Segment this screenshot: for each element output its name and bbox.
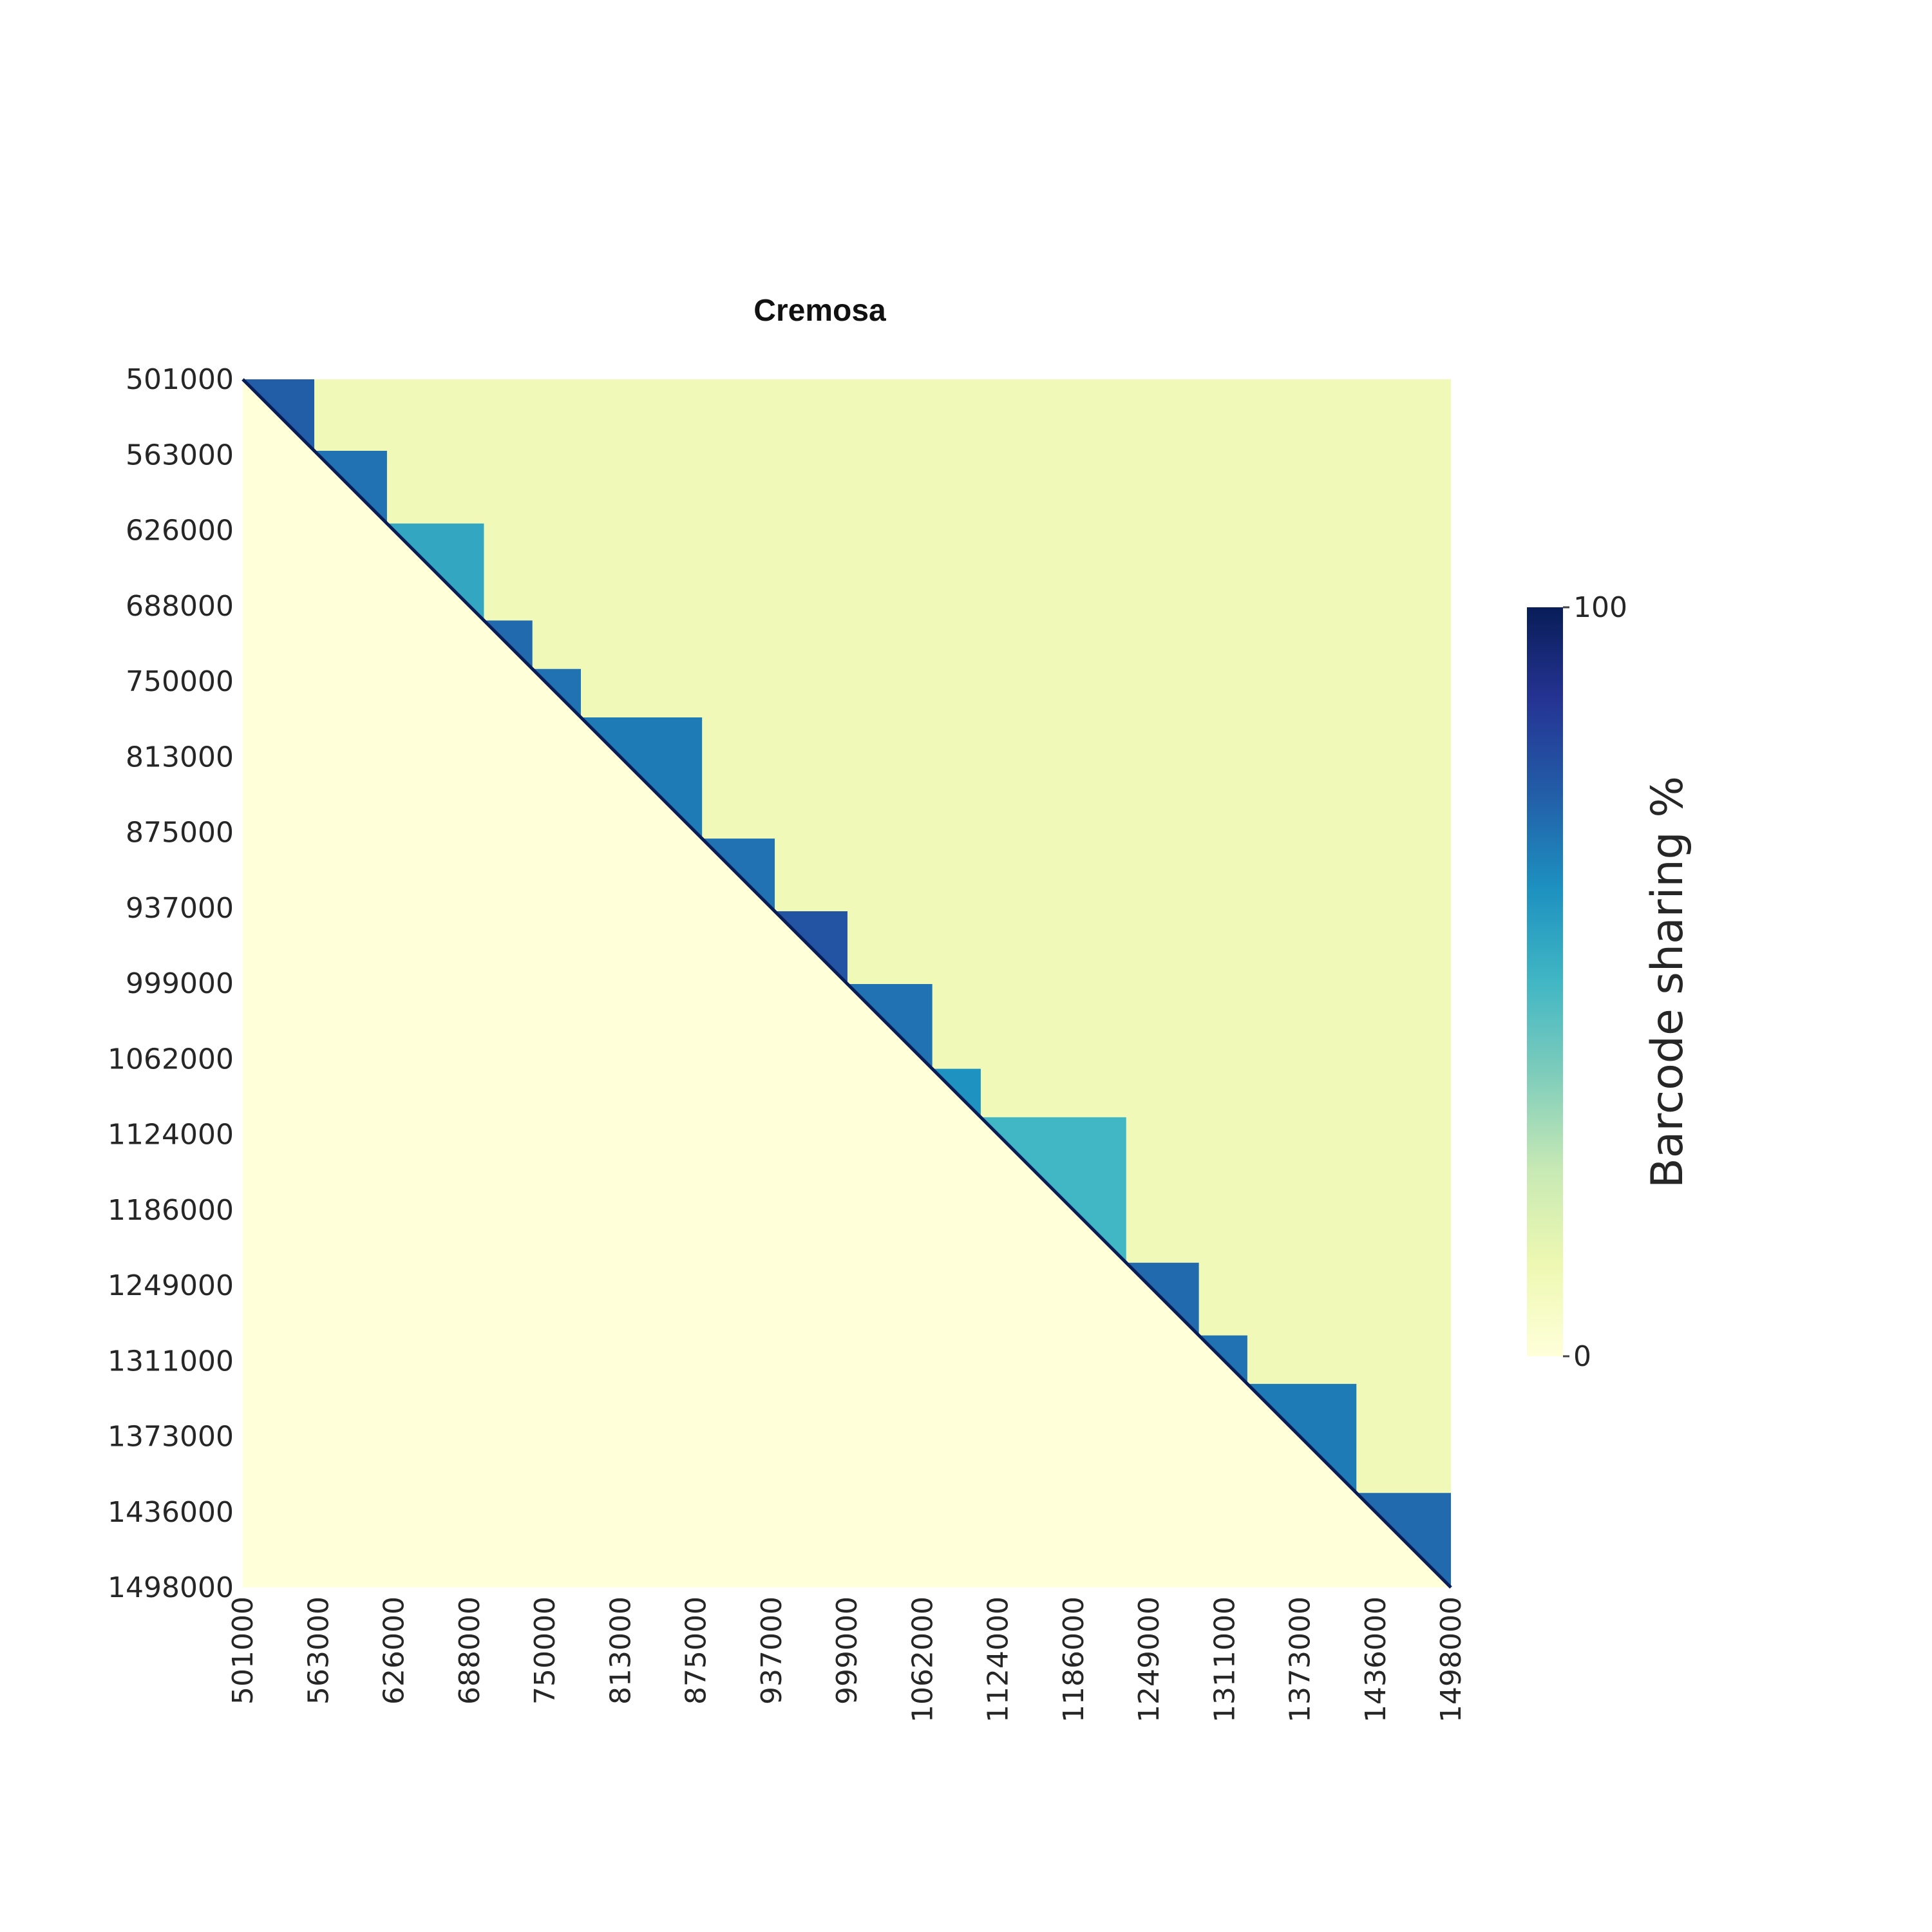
x-tick-label: 501000 (227, 1596, 260, 1705)
x-tick-label: 1062000 (906, 1596, 939, 1723)
diagonal-line (242, 378, 1452, 1589)
heatmap-plot-area (242, 378, 1452, 1589)
x-tick-label: 999000 (831, 1596, 864, 1705)
y-tick-label: 1436000 (108, 1496, 234, 1529)
x-tick-label: 750000 (529, 1596, 562, 1705)
x-axis-tick-labels: 501000 563000 626000 688000 750000 813000 8750… (227, 1596, 1468, 1723)
x-tick-label: 937000 (755, 1596, 788, 1705)
y-tick-label: 1124000 (108, 1119, 234, 1151)
y-tick-label: 626000 (126, 515, 234, 547)
y-tick-label: 813000 (126, 741, 234, 773)
x-tick-label: 1311000 (1208, 1596, 1241, 1723)
y-tick-label: 1498000 (108, 1571, 234, 1604)
x-tick-label: 563000 (302, 1596, 335, 1705)
x-tick-label: 626000 (378, 1596, 411, 1705)
x-tick-label: 1373000 (1284, 1596, 1317, 1723)
y-tick-label: 1373000 (108, 1421, 234, 1454)
x-tick-label: 813000 (604, 1596, 637, 1705)
y-tick-label: 688000 (126, 590, 234, 623)
colorbar: 100 0 Barcode sharing % (1527, 591, 1693, 1373)
colorbar-gradient (1527, 607, 1563, 1356)
y-tick-label: 1062000 (108, 1043, 234, 1075)
y-tick-label: 501000 (126, 363, 234, 396)
x-tick-label: 1436000 (1359, 1596, 1392, 1723)
y-tick-label: 1186000 (108, 1194, 234, 1227)
x-tick-label: 1124000 (982, 1596, 1015, 1723)
x-tick-label: 1498000 (1435, 1596, 1468, 1723)
y-tick-label: 999000 (126, 967, 234, 1000)
y-tick-label: 875000 (126, 817, 234, 849)
x-tick-label: 688000 (453, 1596, 486, 1705)
colorbar-label: Barcode sharing % (1642, 776, 1693, 1188)
y-axis-tick-labels: 501000 563000 626000 688000 750000 813000 8750… (108, 363, 234, 1604)
chart-title: Cremosa (753, 294, 886, 328)
colorbar-tick-label-min: 0 (1573, 1340, 1591, 1373)
y-tick-label: 937000 (126, 892, 234, 925)
y-tick-label: 750000 (126, 665, 234, 698)
colorbar-tick-label-max: 100 (1573, 591, 1627, 624)
x-tick-label: 875000 (680, 1596, 713, 1705)
y-tick-label: 563000 (126, 439, 234, 471)
y-tick-label: 1249000 (108, 1269, 234, 1302)
x-tick-label: 1186000 (1057, 1596, 1090, 1723)
x-tick-label: 1249000 (1133, 1596, 1166, 1723)
y-tick-label: 1311000 (108, 1345, 234, 1378)
